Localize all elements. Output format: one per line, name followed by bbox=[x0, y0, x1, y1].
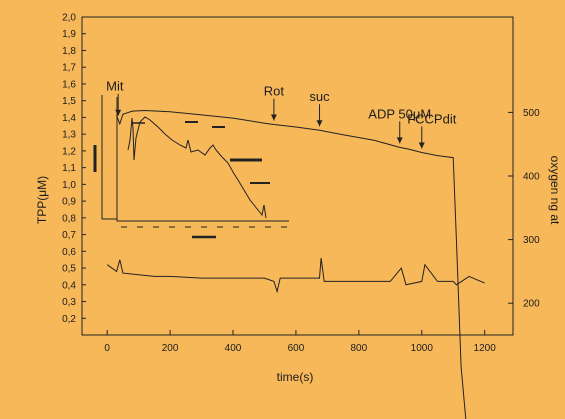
plot-frame bbox=[81, 16, 514, 336]
left-tick-label: 1,0 bbox=[62, 180, 76, 191]
left-tick-label: 1,3 bbox=[62, 130, 76, 141]
left-tick-label: 1,7 bbox=[62, 63, 76, 74]
annotation-label: FCCPdit bbox=[407, 111, 457, 126]
annotation-label: ADP 50μM bbox=[368, 106, 431, 121]
left-tick-label: 0,2 bbox=[62, 314, 76, 325]
left-tick-label: 0,5 bbox=[62, 264, 76, 275]
left-y-axis-label: TPP(μM) bbox=[35, 176, 49, 224]
annotation-arrowhead bbox=[418, 142, 425, 149]
left-tick-label: 0,6 bbox=[62, 247, 76, 258]
annotation-label: Rot bbox=[264, 83, 285, 98]
x-tick-label: 600 bbox=[288, 343, 305, 354]
annotation-arrowhead bbox=[316, 120, 323, 127]
left-y-axis: 0,2 0,3 0,4 0,5 0,6 0,7 0,8 0,9 1,0 1,1 1,2 1,3 1,4 1… bbox=[62, 13, 86, 325]
x-axis: 0 200 400 600 800 1000 1200 bbox=[104, 330, 496, 354]
x-tick-label: 1200 bbox=[474, 343, 497, 354]
left-tick-label: 1,5 bbox=[62, 96, 76, 107]
right-y-axis-label: oxygen ng at bbox=[548, 156, 562, 225]
annotation-label: Mit bbox=[106, 79, 124, 94]
left-tick-label: 0,7 bbox=[62, 230, 76, 241]
annotation-arrowhead bbox=[396, 137, 403, 144]
left-tick-label: 2,0 bbox=[62, 13, 76, 24]
left-tick-label: 1,6 bbox=[62, 79, 76, 90]
annotation-arrowhead bbox=[115, 109, 122, 116]
x-tick-label: 800 bbox=[351, 343, 368, 354]
left-tick-label: 1,2 bbox=[62, 146, 76, 157]
x-tick-label: 200 bbox=[162, 343, 179, 354]
left-tick-label: 1,9 bbox=[62, 29, 76, 40]
tpp-trace-line bbox=[106, 257, 485, 294]
right-tick-label: 200 bbox=[523, 299, 540, 310]
left-tick-label: 0,3 bbox=[62, 297, 76, 308]
left-tick-label: 1,4 bbox=[62, 113, 76, 124]
x-axis-label: time(s) bbox=[277, 370, 314, 384]
left-tick-label: 0,9 bbox=[62, 197, 76, 208]
series-group bbox=[106, 109, 485, 419]
x-tick-label: 0 bbox=[104, 343, 110, 354]
right-tick-label: 500 bbox=[523, 108, 540, 119]
left-tick-label: 1,1 bbox=[62, 163, 76, 174]
left-tick-label: 0,8 bbox=[62, 213, 76, 224]
x-tick-label: 400 bbox=[225, 343, 242, 354]
inset-plot bbox=[93, 95, 289, 239]
annotation-arrowhead bbox=[270, 114, 277, 121]
oxygen-trace-line bbox=[116, 109, 467, 419]
left-tick-label: 0,4 bbox=[62, 280, 76, 291]
x-tick-label: 1000 bbox=[411, 343, 434, 354]
left-tick-label: 1,8 bbox=[62, 46, 76, 57]
right-y-axis: 200 300 400 500 bbox=[508, 108, 540, 310]
right-tick-label: 400 bbox=[523, 172, 540, 183]
right-tick-label: 300 bbox=[523, 235, 540, 246]
annotation-label: suc bbox=[309, 89, 330, 104]
